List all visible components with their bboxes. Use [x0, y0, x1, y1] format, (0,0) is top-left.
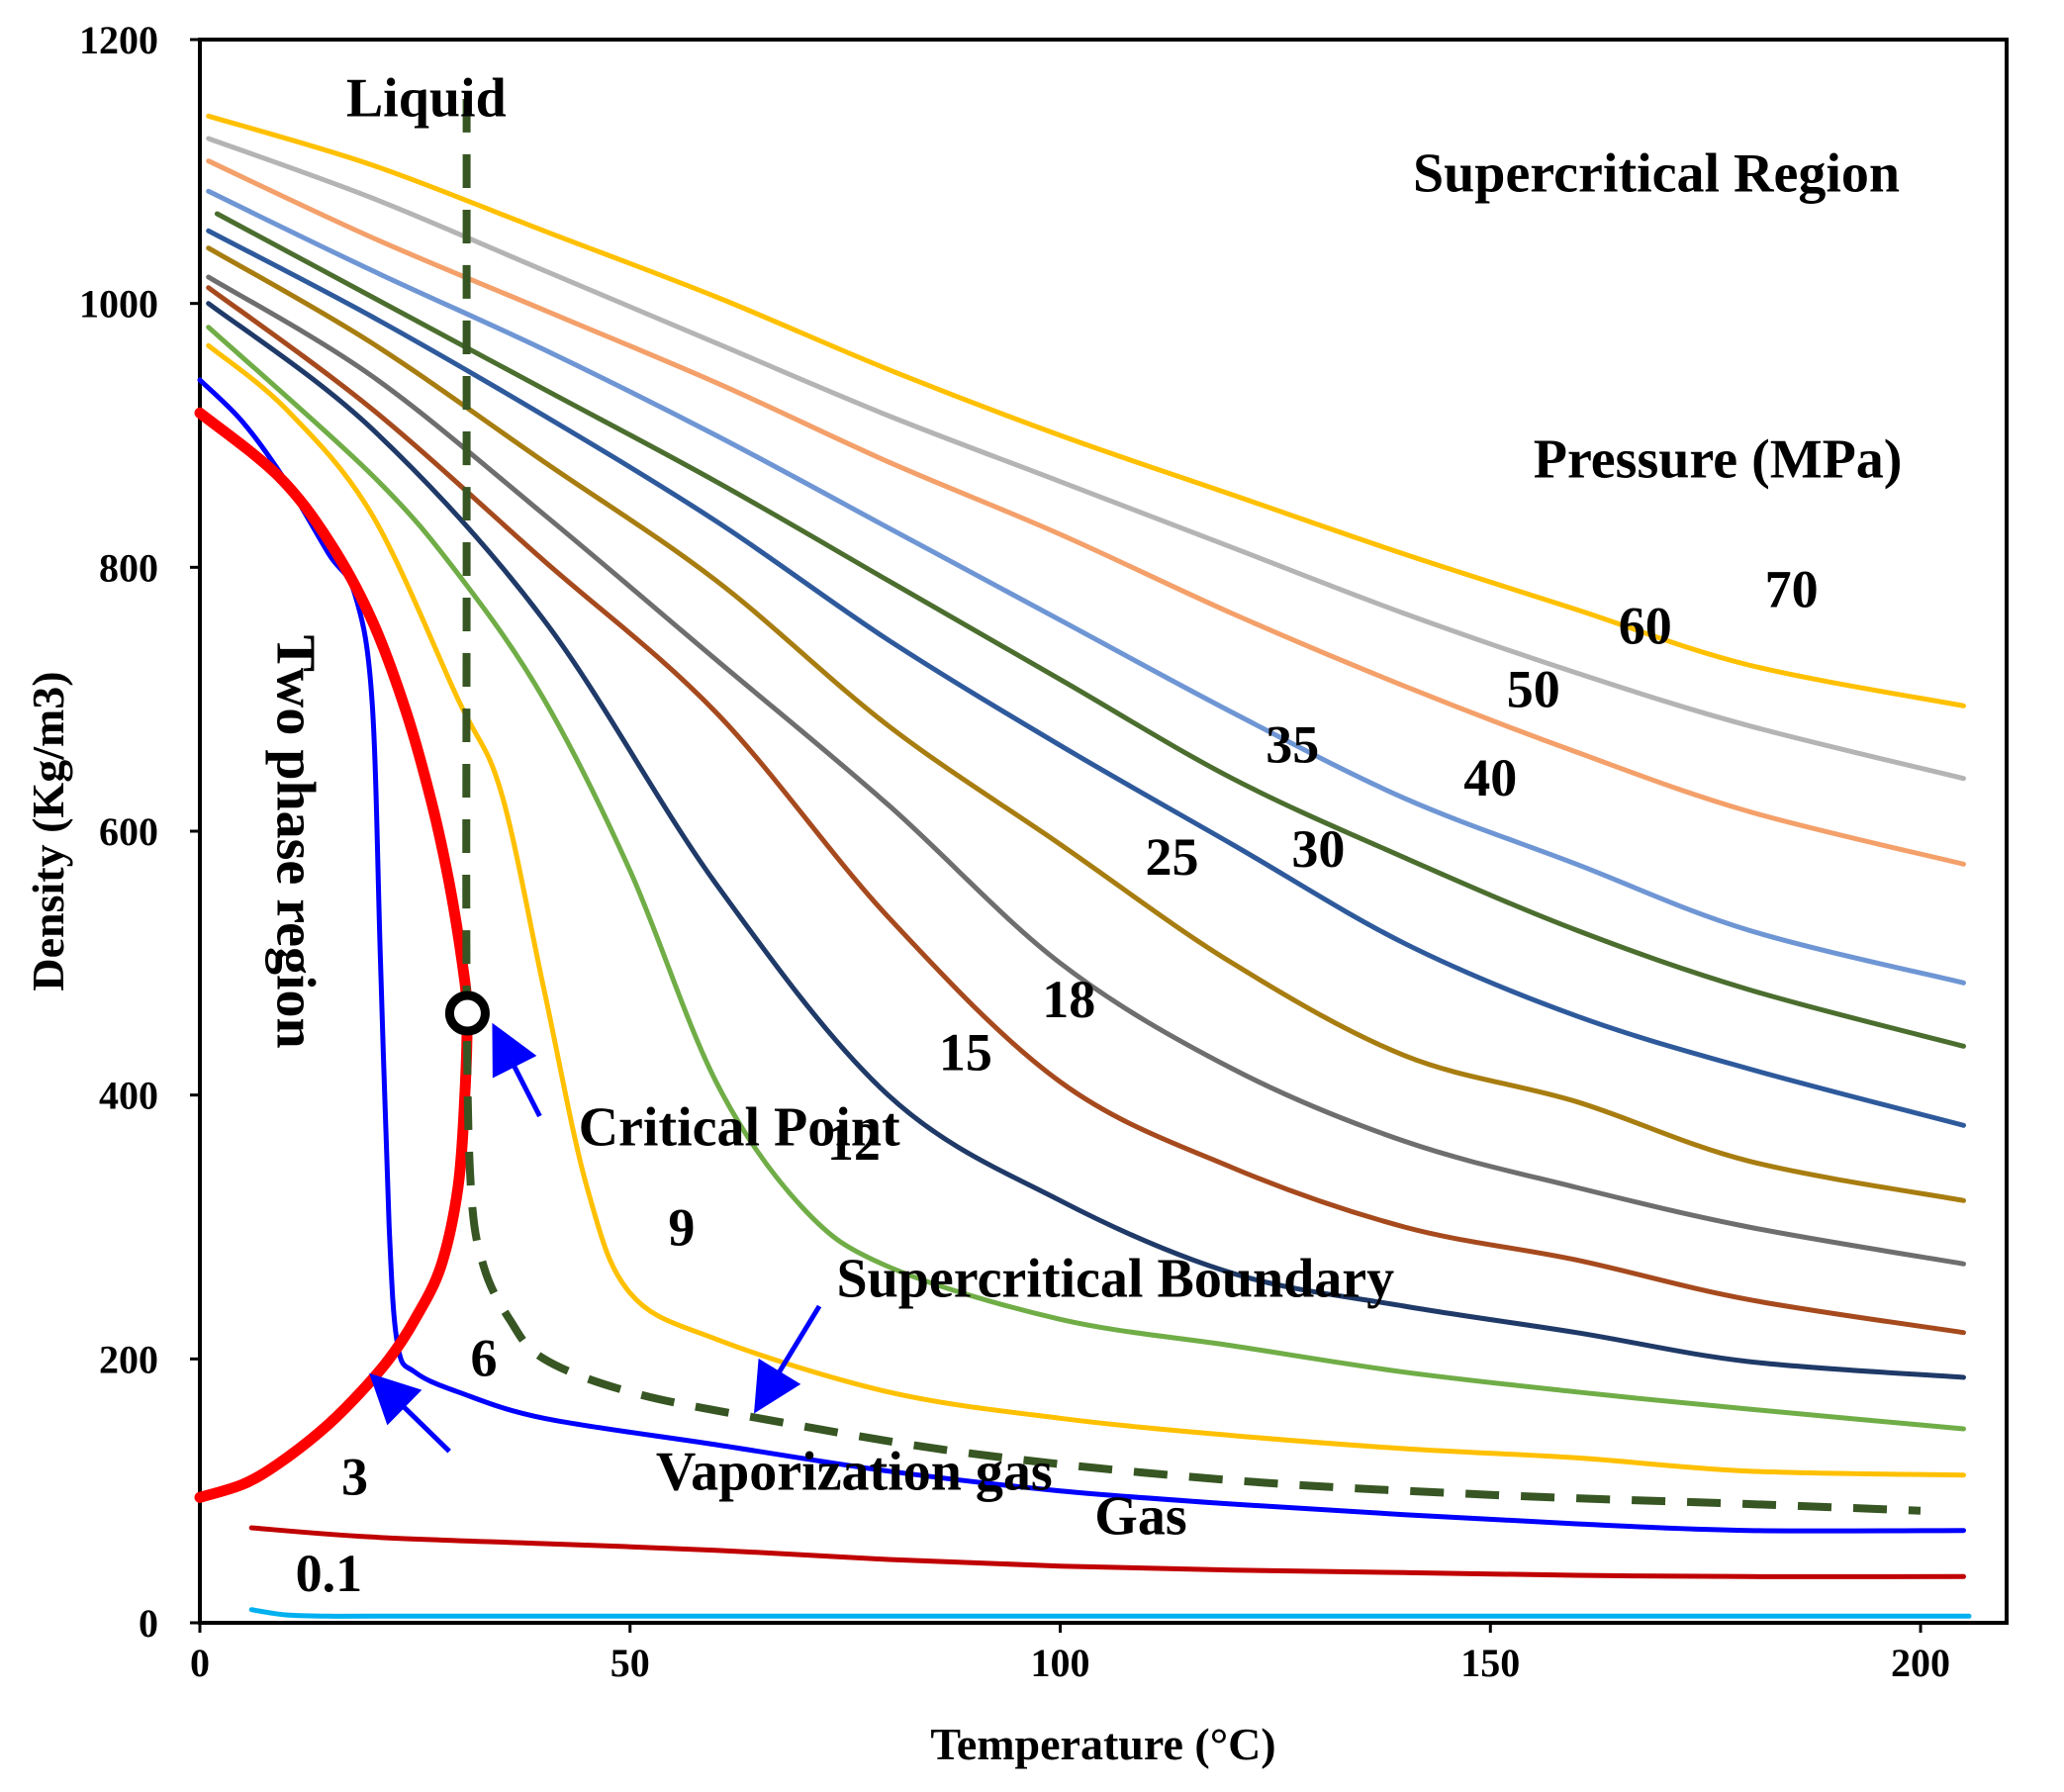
x-tick-label: 100 [1031, 1641, 1090, 1685]
pressure-label-0-1: 0.1 [296, 1544, 363, 1603]
x-tick-label: 50 [610, 1641, 650, 1685]
pressure-label-12: 12 [827, 1112, 881, 1172]
x-tick-label: 150 [1460, 1641, 1520, 1685]
marker-layer [449, 995, 485, 1031]
y-tick-label: 800 [99, 545, 158, 590]
pressure-label-9: 9 [668, 1198, 695, 1258]
pressure-label-40: 40 [1463, 748, 1517, 807]
annotation-gas: Gas [1094, 1486, 1186, 1548]
y-tick-label: 0 [139, 1601, 158, 1646]
annotation-pressure-mpa-: Pressure (MPa) [1534, 429, 1903, 491]
y-tick-label: 1200 [79, 18, 158, 62]
pressure-label-50: 50 [1507, 660, 1560, 719]
y-tick-label: 400 [99, 1074, 158, 1118]
pressure-label-18: 18 [1042, 970, 1095, 1029]
pressure-label-6: 6 [470, 1329, 497, 1388]
x-tick-label: 0 [190, 1641, 210, 1685]
y-axis-title: Density (Kg/m3) [23, 671, 73, 990]
annotation-supercritical-region: Supercritical Region [1413, 142, 1900, 204]
density-temperature-chart: 0 50 100 150 200 0 200 400 600 800 1000 1200 Liquid… [0, 0, 2064, 1792]
y-tick-label: 1000 [79, 282, 158, 327]
pressure-label-35: 35 [1266, 715, 1319, 775]
pressure-label-70: 70 [1765, 559, 1819, 618]
annotation-vaporization-gas: Vaporization gas [656, 1441, 1053, 1502]
annotation-liquid: Liquid [346, 67, 507, 129]
pressure-label-60: 60 [1619, 597, 1672, 656]
pressure-label-30: 30 [1291, 819, 1345, 879]
critical-point-marker [449, 995, 485, 1031]
y-tick-label: 600 [99, 809, 158, 854]
x-tick-label: 200 [1891, 1641, 1950, 1685]
x-axis-title: Temperature (°C) [930, 1719, 1275, 1769]
annotation-supercritical-boundary: Supercritical Boundary [836, 1249, 1394, 1310]
pressure-label-15: 15 [939, 1022, 992, 1082]
annotation-two-phase-region: Two phase region [264, 635, 326, 1049]
pressure-label-25: 25 [1146, 827, 1199, 887]
pressure-label-3: 3 [341, 1448, 368, 1507]
y-tick-label: 200 [99, 1337, 158, 1381]
